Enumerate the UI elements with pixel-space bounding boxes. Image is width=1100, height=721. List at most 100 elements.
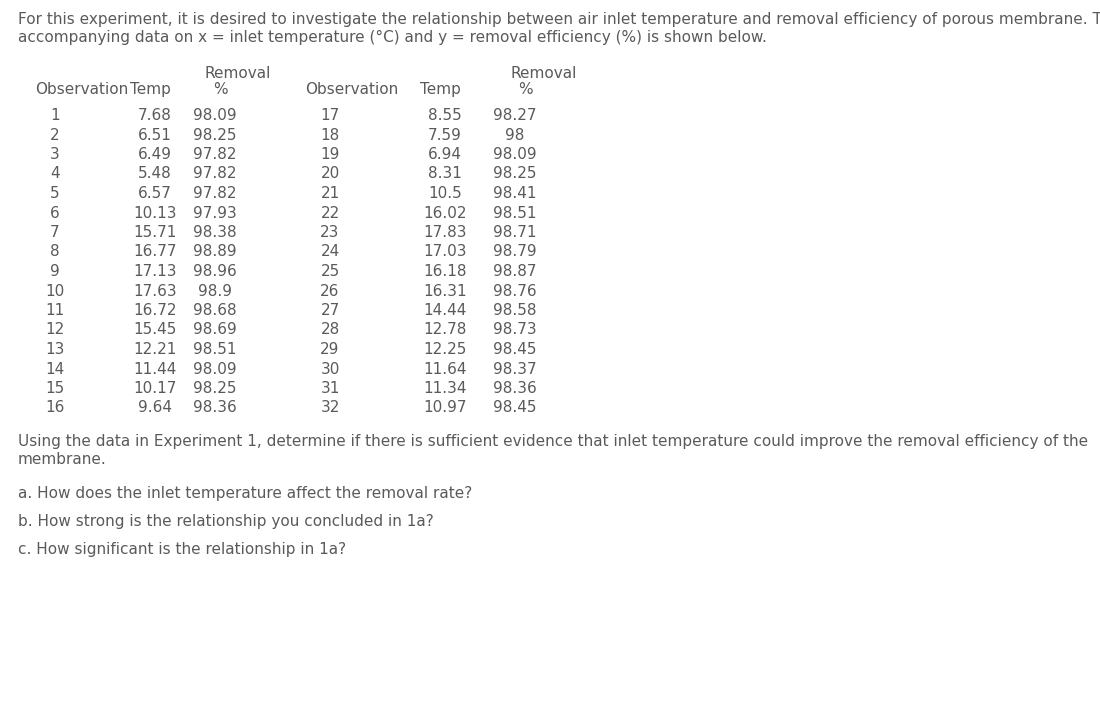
Text: 19: 19: [320, 147, 340, 162]
Text: 24: 24: [320, 244, 340, 260]
Text: 17.13: 17.13: [133, 264, 177, 279]
Text: %: %: [518, 82, 532, 97]
Text: 28: 28: [320, 322, 340, 337]
Text: 15.71: 15.71: [133, 225, 177, 240]
Text: 98.36: 98.36: [493, 381, 537, 396]
Text: 21: 21: [320, 186, 340, 201]
Text: 10.5: 10.5: [428, 186, 462, 201]
Text: 16.31: 16.31: [424, 283, 466, 298]
Text: 15.45: 15.45: [133, 322, 177, 337]
Text: 14: 14: [45, 361, 65, 376]
Text: 7.59: 7.59: [428, 128, 462, 143]
Text: 98.09: 98.09: [493, 147, 537, 162]
Text: 98.71: 98.71: [493, 225, 537, 240]
Text: 98.25: 98.25: [194, 381, 236, 396]
Text: 97.82: 97.82: [194, 186, 236, 201]
Text: 16: 16: [45, 400, 65, 415]
Text: 31: 31: [320, 381, 340, 396]
Text: 98.96: 98.96: [194, 264, 236, 279]
Text: 8.31: 8.31: [428, 167, 462, 182]
Text: 1: 1: [51, 108, 59, 123]
Text: Temp: Temp: [130, 82, 170, 97]
Text: For this experiment, it is desired to investigate the relationship between air i: For this experiment, it is desired to in…: [18, 12, 1100, 27]
Text: 98.37: 98.37: [493, 361, 537, 376]
Text: 3: 3: [51, 147, 59, 162]
Text: 20: 20: [320, 167, 340, 182]
Text: 8.55: 8.55: [428, 108, 462, 123]
Text: 98.45: 98.45: [493, 342, 537, 357]
Text: 10.97: 10.97: [424, 400, 466, 415]
Text: accompanying data on x = inlet temperature (°C) and y = removal efficiency (%) i: accompanying data on x = inlet temperatu…: [18, 30, 767, 45]
Text: 98.73: 98.73: [493, 322, 537, 337]
Text: 98.76: 98.76: [493, 283, 537, 298]
Text: 10: 10: [45, 283, 65, 298]
Text: 97.93: 97.93: [194, 205, 236, 221]
Text: 16.77: 16.77: [133, 244, 177, 260]
Text: 6.51: 6.51: [139, 128, 172, 143]
Text: 10.17: 10.17: [133, 381, 177, 396]
Text: 12: 12: [45, 322, 65, 337]
Text: 4: 4: [51, 167, 59, 182]
Text: 2: 2: [51, 128, 59, 143]
Text: 11.34: 11.34: [424, 381, 466, 396]
Text: 17: 17: [320, 108, 340, 123]
Text: 98.09: 98.09: [194, 361, 236, 376]
Text: %: %: [213, 82, 228, 97]
Text: 17.63: 17.63: [133, 283, 177, 298]
Text: 7: 7: [51, 225, 59, 240]
Text: 9: 9: [51, 264, 59, 279]
Text: 17.83: 17.83: [424, 225, 466, 240]
Text: Observation: Observation: [305, 82, 398, 97]
Text: 98.45: 98.45: [493, 400, 537, 415]
Text: 16.18: 16.18: [424, 264, 466, 279]
Text: 98.68: 98.68: [194, 303, 236, 318]
Text: membrane.: membrane.: [18, 452, 107, 467]
Text: Removal: Removal: [510, 66, 576, 81]
Text: 98.79: 98.79: [493, 244, 537, 260]
Text: 32: 32: [320, 400, 340, 415]
Text: 12.78: 12.78: [424, 322, 466, 337]
Text: 18: 18: [320, 128, 340, 143]
Text: Using the data in Experiment 1, determine if there is sufficient evidence that i: Using the data in Experiment 1, determin…: [18, 434, 1088, 449]
Text: 13: 13: [45, 342, 65, 357]
Text: 22: 22: [320, 205, 340, 221]
Text: 98.36: 98.36: [194, 400, 236, 415]
Text: 6.94: 6.94: [428, 147, 462, 162]
Text: 6: 6: [51, 205, 59, 221]
Text: 98.25: 98.25: [194, 128, 236, 143]
Text: 17.03: 17.03: [424, 244, 466, 260]
Text: 7.68: 7.68: [139, 108, 172, 123]
Text: a. How does the inlet temperature affect the removal rate?: a. How does the inlet temperature affect…: [18, 486, 472, 501]
Text: 6.49: 6.49: [138, 147, 172, 162]
Text: Temp: Temp: [420, 82, 461, 97]
Text: 12.25: 12.25: [424, 342, 466, 357]
Text: 98.89: 98.89: [194, 244, 236, 260]
Text: 23: 23: [320, 225, 340, 240]
Text: 25: 25: [320, 264, 340, 279]
Text: 27: 27: [320, 303, 340, 318]
Text: 98.38: 98.38: [194, 225, 236, 240]
Text: 98.58: 98.58: [493, 303, 537, 318]
Text: 11: 11: [45, 303, 65, 318]
Text: 16.72: 16.72: [133, 303, 177, 318]
Text: b. How strong is the relationship you concluded in 1a?: b. How strong is the relationship you co…: [18, 514, 433, 529]
Text: 8: 8: [51, 244, 59, 260]
Text: 98.51: 98.51: [493, 205, 537, 221]
Text: 98.25: 98.25: [493, 167, 537, 182]
Text: 12.21: 12.21: [133, 342, 177, 357]
Text: 98: 98: [505, 128, 525, 143]
Text: 10.13: 10.13: [133, 205, 177, 221]
Text: 97.82: 97.82: [194, 147, 236, 162]
Text: 98.09: 98.09: [194, 108, 236, 123]
Text: 11.64: 11.64: [424, 361, 466, 376]
Text: 9.64: 9.64: [138, 400, 172, 415]
Text: 14.44: 14.44: [424, 303, 466, 318]
Text: 5.48: 5.48: [139, 167, 172, 182]
Text: 16.02: 16.02: [424, 205, 466, 221]
Text: 26: 26: [320, 283, 340, 298]
Text: 11.44: 11.44: [133, 361, 177, 376]
Text: Observation: Observation: [35, 82, 129, 97]
Text: 98.51: 98.51: [194, 342, 236, 357]
Text: c. How significant is the relationship in 1a?: c. How significant is the relationship i…: [18, 542, 346, 557]
Text: 98.87: 98.87: [493, 264, 537, 279]
